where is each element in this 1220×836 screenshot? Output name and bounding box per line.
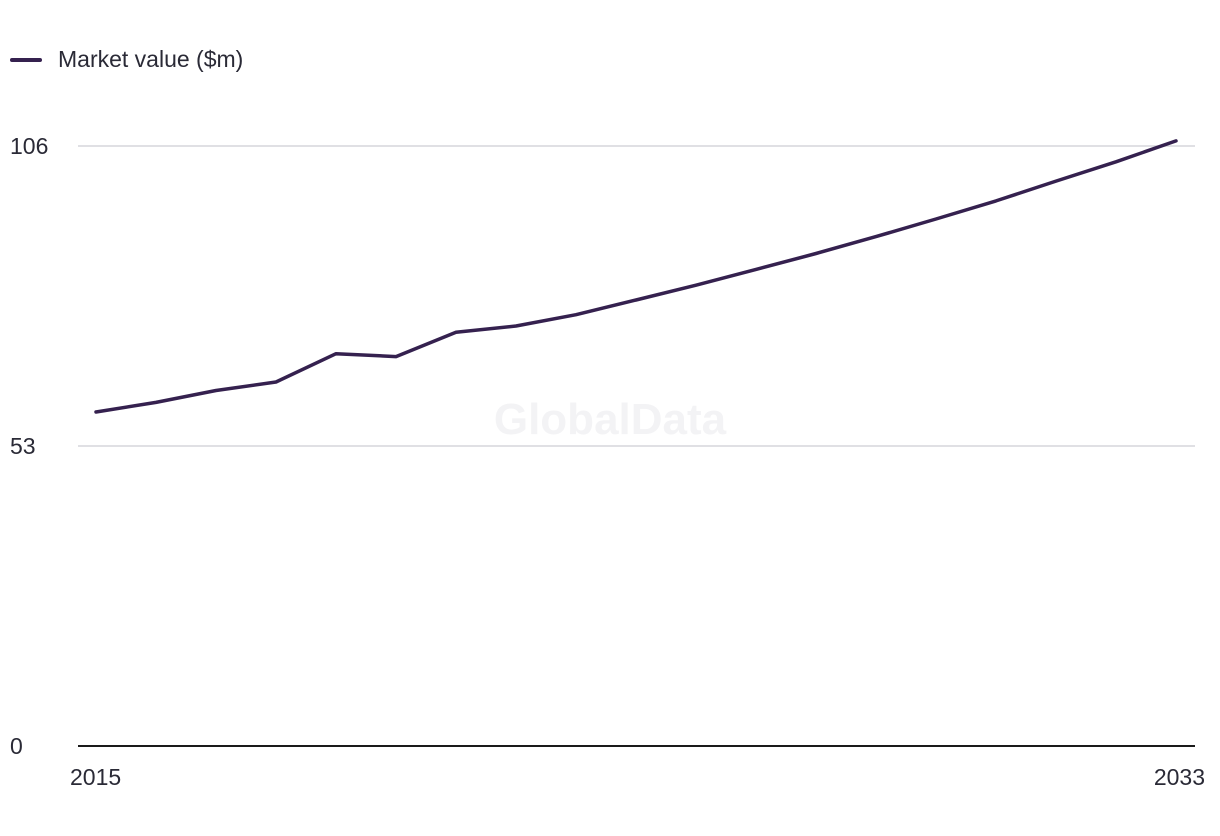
watermark: GlobalData bbox=[494, 395, 727, 444]
y-tick-label: 106 bbox=[10, 133, 48, 159]
x-axis-ticks: 2015 2033 bbox=[70, 764, 1205, 790]
y-axis-ticks: 0 53 106 bbox=[10, 133, 48, 759]
legend-label: Market value ($m) bbox=[58, 46, 244, 72]
x-tick-label: 2015 bbox=[70, 764, 121, 790]
legend-swatch bbox=[10, 57, 42, 62]
x-tick-label: 2033 bbox=[1154, 764, 1205, 790]
legend: Market value ($m) bbox=[10, 46, 243, 73]
y-tick-label: 0 bbox=[10, 733, 23, 759]
grid-lines bbox=[78, 145, 1195, 447]
y-tick-label: 53 bbox=[10, 433, 36, 459]
series-line-market-value bbox=[94, 139, 1178, 414]
